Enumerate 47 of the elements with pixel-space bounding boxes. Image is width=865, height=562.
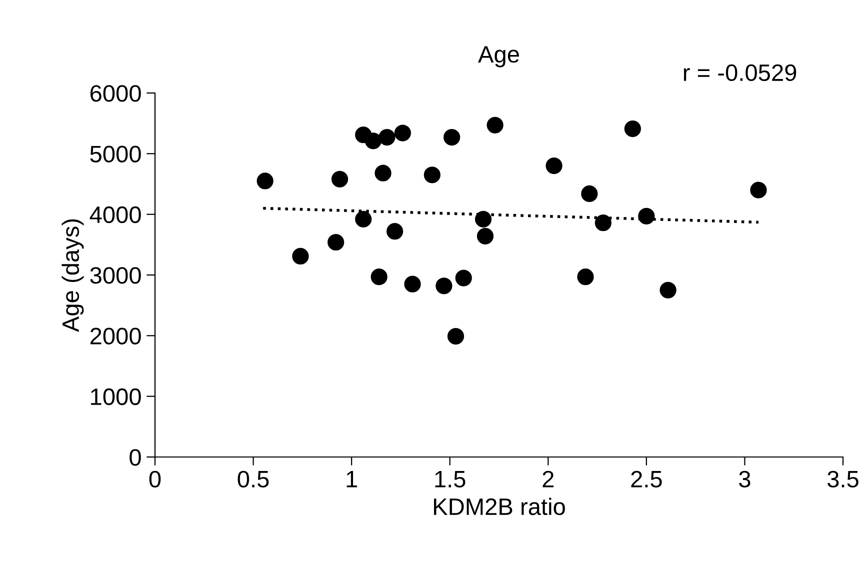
point: [386, 223, 404, 240]
point: [394, 124, 411, 142]
point: [364, 132, 382, 150]
point: [404, 276, 421, 292]
point: [292, 248, 309, 264]
point: [256, 172, 274, 190]
x-tick-label: 0.5: [238, 470, 269, 488]
point: [750, 182, 767, 198]
point: [594, 214, 612, 232]
point: [378, 128, 396, 146]
x-tick-label: 1.5: [435, 471, 466, 488]
point: [474, 210, 492, 228]
point: [660, 282, 676, 298]
point: [436, 278, 452, 294]
point: [546, 158, 562, 174]
point: [581, 185, 598, 202]
point: [577, 268, 594, 286]
y-tick-label: 2000: [90, 328, 141, 344]
chart-title: Age: [478, 46, 519, 68]
point: [447, 328, 464, 345]
x-tick-label: 2: [542, 470, 554, 488]
x-axis-title: KDM2B ratio: [434, 498, 565, 516]
y-tick-label: 5000: [90, 146, 141, 162]
y-tick-label: 4000: [90, 206, 141, 224]
x-tick-label: 2.5: [631, 470, 662, 488]
point: [476, 228, 494, 244]
x-tick-label: 3.5: [827, 470, 858, 488]
point: [455, 270, 472, 286]
point: [328, 234, 344, 251]
x-tick-label: 1: [346, 471, 357, 488]
x-tick-label: 0: [149, 470, 161, 488]
point: [355, 210, 372, 228]
point: [370, 268, 388, 286]
x-tick-label: 3: [739, 470, 750, 488]
point: [424, 166, 440, 184]
point: [444, 128, 460, 146]
y-tick-label: 6000: [90, 85, 141, 102]
y-tick-label: 1000: [91, 388, 141, 406]
text: r = -0.0529: [684, 64, 796, 82]
y-axis-title: Age (days): [62, 219, 84, 332]
y-tick-label: 3000: [90, 267, 141, 284]
y-tick-label: 0: [130, 449, 141, 466]
point: [486, 116, 504, 134]
point: [638, 208, 655, 224]
point: [331, 170, 348, 188]
point: [374, 164, 392, 182]
point: [624, 120, 641, 138]
